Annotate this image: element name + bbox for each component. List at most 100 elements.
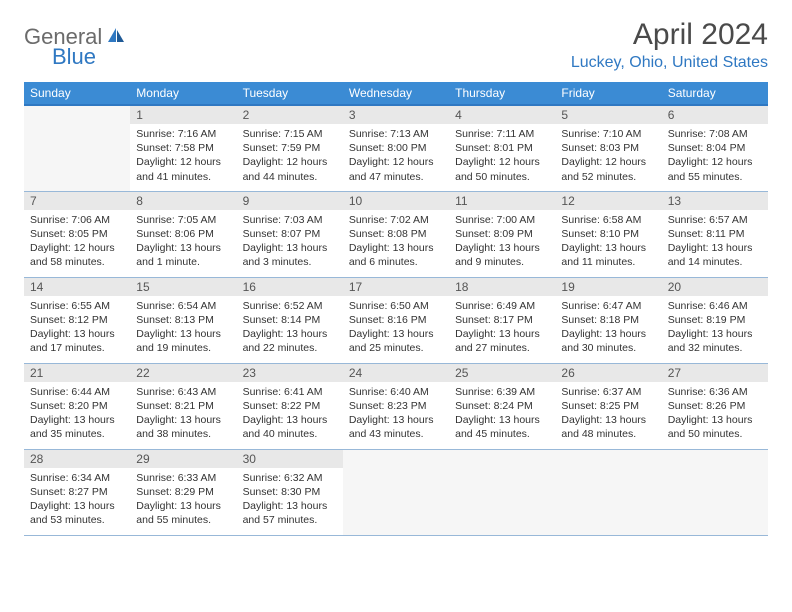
calendar-day-cell: 23 Sunrise: 6:41 AMSunset: 8:22 PMDayligh… [237,363,343,449]
day-details: Sunrise: 6:33 AMSunset: 8:29 PMDaylight:… [136,471,230,528]
day-details: Sunrise: 6:37 AMSunset: 8:25 PMDaylight:… [561,385,655,442]
calendar-day-cell: 16 Sunrise: 6:52 AMSunset: 8:14 PMDayligh… [237,277,343,363]
calendar-day-cell: 30Sunrise: 6:32 AMSunset: 8:30 PMDayligh… [237,449,343,535]
calendar-week-row: 14 Sunrise: 6:55 AMSunset: 8:12 PMDayligh… [24,277,768,363]
calendar-day-cell [449,449,555,535]
day-details: Sunrise: 6:55 AMSunset: 8:12 PMDaylight:… [30,299,124,356]
calendar-day-cell: 6 Sunrise: 7:08 AMSunset: 8:04 PMDaylight… [662,105,768,191]
day-number: 22 [130,364,236,382]
day-details: Sunrise: 6:43 AMSunset: 8:21 PMDaylight:… [136,385,230,442]
day-details: Sunrise: 6:44 AMSunset: 8:20 PMDaylight:… [30,385,124,442]
calendar-day-cell: 28Sunrise: 6:34 AMSunset: 8:27 PMDayligh… [24,449,130,535]
day-number: 17 [343,278,449,296]
day-number: 6 [662,106,768,124]
month-title: April 2024 [571,18,768,52]
day-number: 21 [24,364,130,382]
day-number: 13 [662,192,768,210]
day-number: 10 [343,192,449,210]
day-details: Sunrise: 6:49 AMSunset: 8:17 PMDaylight:… [455,299,549,356]
calendar-day-cell: 14 Sunrise: 6:55 AMSunset: 8:12 PMDayligh… [24,277,130,363]
calendar-day-cell: 29 Sunrise: 6:33 AMSunset: 8:29 PMDayligh… [130,449,236,535]
day-number: 26 [555,364,661,382]
day-number: 18 [449,278,555,296]
day-number: 2 [237,106,343,124]
weekday-header: Saturday [662,82,768,105]
calendar-week-row: 1Sunrise: 7:16 AMSunset: 7:58 PMDaylight… [24,105,768,191]
day-number: 25 [449,364,555,382]
calendar-day-cell: 2 Sunrise: 7:15 AMSunset: 7:59 PMDaylight… [237,105,343,191]
weekday-header: Tuesday [237,82,343,105]
day-number: 14 [24,278,130,296]
day-number: 27 [662,364,768,382]
day-details: Sunrise: 7:02 AMSunset: 8:08 PMDaylight:… [349,213,443,270]
weekday-header: Wednesday [343,82,449,105]
calendar-day-cell: 26 Sunrise: 6:37 AMSunset: 8:25 PMDayligh… [555,363,661,449]
calendar-day-cell: 13 Sunrise: 6:57 AMSunset: 8:11 PMDayligh… [662,191,768,277]
day-details: Sunrise: 7:11 AMSunset: 8:01 PMDaylight:… [455,127,549,184]
title-block: April 2024 Luckey, Ohio, United States [571,18,768,72]
day-details: Sunrise: 6:52 AMSunset: 8:14 PMDaylight:… [243,299,337,356]
day-number: 9 [237,192,343,210]
calendar-table: Sunday Monday Tuesday Wednesday Thursday… [24,82,768,536]
day-number: 23 [237,364,343,382]
day-details: Sunrise: 6:58 AMSunset: 8:10 PMDaylight:… [561,213,655,270]
day-details: Sunrise: 6:39 AMSunset: 8:24 PMDaylight:… [455,385,549,442]
calendar-day-cell [555,449,661,535]
calendar-day-cell: 21 Sunrise: 6:44 AMSunset: 8:20 PMDayligh… [24,363,130,449]
logo-text-blue: Blue [52,44,96,69]
day-number: 24 [343,364,449,382]
calendar-week-row: 28Sunrise: 6:34 AMSunset: 8:27 PMDayligh… [24,449,768,535]
day-number: 3 [343,106,449,124]
day-details: Sunrise: 6:57 AMSunset: 8:11 PMDaylight:… [668,213,762,270]
day-details: Sunrise: 7:03 AMSunset: 8:07 PMDaylight:… [243,213,337,270]
day-details: Sunrise: 6:36 AMSunset: 8:26 PMDaylight:… [668,385,762,442]
weekday-header: Thursday [449,82,555,105]
day-details: Sunrise: 7:05 AMSunset: 8:06 PMDaylight:… [136,213,230,270]
day-details: Sunrise: 6:46 AMSunset: 8:19 PMDaylight:… [668,299,762,356]
weekday-header: Friday [555,82,661,105]
calendar-day-cell: 15Sunrise: 6:54 AMSunset: 8:13 PMDayligh… [130,277,236,363]
day-details: Sunrise: 6:32 AMSunset: 8:30 PMDaylight:… [243,471,337,528]
day-number: 12 [555,192,661,210]
day-number: 29 [130,450,236,468]
calendar-day-cell: 7Sunrise: 7:06 AMSunset: 8:05 PMDaylight… [24,191,130,277]
day-details: Sunrise: 6:47 AMSunset: 8:18 PMDaylight:… [561,299,655,356]
calendar-day-cell: 17 Sunrise: 6:50 AMSunset: 8:16 PMDayligh… [343,277,449,363]
calendar-day-cell: 5Sunrise: 7:10 AMSunset: 8:03 PMDaylight… [555,105,661,191]
calendar-day-cell: 12 Sunrise: 6:58 AMSunset: 8:10 PMDayligh… [555,191,661,277]
calendar-week-row: 7Sunrise: 7:06 AMSunset: 8:05 PMDaylight… [24,191,768,277]
calendar-day-cell: 19 Sunrise: 6:47 AMSunset: 8:18 PMDayligh… [555,277,661,363]
day-number: 4 [449,106,555,124]
day-details: Sunrise: 7:06 AMSunset: 8:05 PMDaylight:… [30,213,124,270]
day-details: Sunrise: 7:00 AMSunset: 8:09 PMDaylight:… [455,213,549,270]
calendar-day-cell [24,105,130,191]
day-details: Sunrise: 6:41 AMSunset: 8:22 PMDaylight:… [243,385,337,442]
calendar-day-cell: 9 Sunrise: 7:03 AMSunset: 8:07 PMDaylight… [237,191,343,277]
calendar-day-cell [662,449,768,535]
calendar-day-cell: 3 Sunrise: 7:13 AMSunset: 8:00 PMDaylight… [343,105,449,191]
weekday-header-row: Sunday Monday Tuesday Wednesday Thursday… [24,82,768,105]
calendar-day-cell: 24 Sunrise: 6:40 AMSunset: 8:23 PMDayligh… [343,363,449,449]
day-details: Sunrise: 7:08 AMSunset: 8:04 PMDaylight:… [668,127,762,184]
day-details: Sunrise: 7:15 AMSunset: 7:59 PMDaylight:… [243,127,337,184]
day-number: 16 [237,278,343,296]
day-number: 19 [555,278,661,296]
calendar-day-cell: 18 Sunrise: 6:49 AMSunset: 8:17 PMDayligh… [449,277,555,363]
calendar-day-cell: 20 Sunrise: 6:46 AMSunset: 8:19 PMDayligh… [662,277,768,363]
calendar-day-cell: 11 Sunrise: 7:00 AMSunset: 8:09 PMDayligh… [449,191,555,277]
weekday-header: Sunday [24,82,130,105]
calendar-day-cell: 25 Sunrise: 6:39 AMSunset: 8:24 PMDayligh… [449,363,555,449]
day-details: Sunrise: 6:40 AMSunset: 8:23 PMDaylight:… [349,385,443,442]
calendar-day-cell: 1Sunrise: 7:16 AMSunset: 7:58 PMDaylight… [130,105,236,191]
day-details: Sunrise: 6:50 AMSunset: 8:16 PMDaylight:… [349,299,443,356]
calendar-day-cell: 27 Sunrise: 6:36 AMSunset: 8:26 PMDayligh… [662,363,768,449]
day-details: Sunrise: 6:54 AMSunset: 8:13 PMDaylight:… [136,299,230,356]
day-details: Sunrise: 7:13 AMSunset: 8:00 PMDaylight:… [349,127,443,184]
day-details: Sunrise: 7:16 AMSunset: 7:58 PMDaylight:… [136,127,230,184]
calendar-day-cell: 10 Sunrise: 7:02 AMSunset: 8:08 PMDayligh… [343,191,449,277]
day-number: 11 [449,192,555,210]
day-number: 20 [662,278,768,296]
calendar-week-row: 21 Sunrise: 6:44 AMSunset: 8:20 PMDayligh… [24,363,768,449]
calendar-day-cell [343,449,449,535]
day-number: 8 [130,192,236,210]
